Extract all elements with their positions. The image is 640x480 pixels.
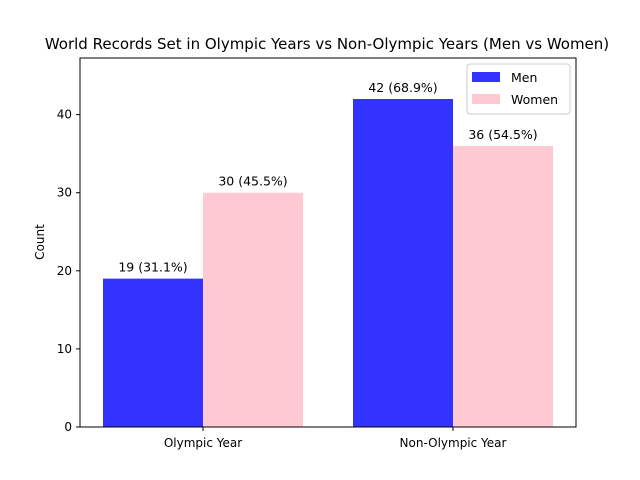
data-label-men-2: 42 (68.9%): [368, 80, 437, 95]
y-tick-label: 40: [57, 108, 72, 122]
legend: Men Women: [466, 63, 571, 115]
legend-label-men: Men: [511, 70, 537, 85]
data-label-men-1: 19 (31.1%): [118, 260, 187, 275]
legend-swatch-men: [472, 72, 500, 82]
bar-men-2: [353, 99, 453, 427]
y-tick-label: 20: [57, 264, 72, 278]
bar-women-2: [453, 145, 553, 427]
y-axis-label: Count: [33, 224, 47, 260]
data-label-women-1: 30 (45.5%): [218, 174, 287, 189]
y-tick-label: 30: [57, 186, 72, 200]
bar-men-1: [103, 278, 203, 427]
legend-swatch-women: [472, 94, 500, 104]
chart-title: World Records Set in Olympic Years vs No…: [45, 35, 609, 53]
data-label-women-2: 36 (54.5%): [468, 127, 537, 142]
x-tick-label: Non-Olympic Year: [400, 436, 507, 450]
legend-label-women: Women: [511, 92, 558, 107]
x-tick-label: Olympic Year: [164, 436, 242, 450]
bar-women-1: [203, 192, 303, 427]
y-tick-label: 10: [57, 342, 72, 356]
y-tick-label: 0: [64, 420, 72, 434]
axes-frame: [79, 57, 577, 428]
plot-area: 19 (31.1%) 42 (68.9%) 30 (45.5%) 36 (54.5%)…: [57, 57, 577, 450]
